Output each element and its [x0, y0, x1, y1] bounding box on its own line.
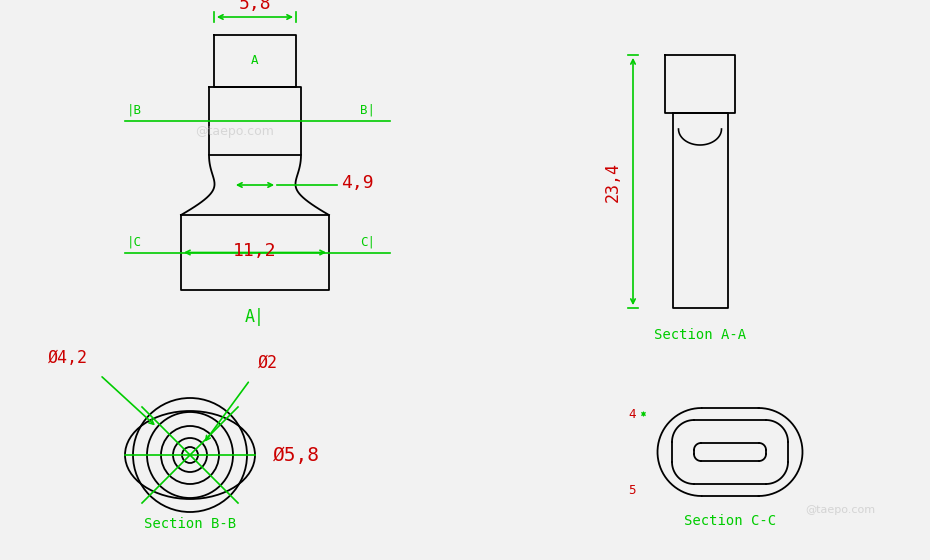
Text: |C: |C: [127, 236, 142, 249]
Text: 23,4: 23,4: [604, 161, 622, 202]
Text: |B: |B: [127, 104, 142, 117]
Text: 5,8: 5,8: [239, 0, 272, 13]
Text: 4,9: 4,9: [341, 174, 374, 192]
Text: Ø4,2: Ø4,2: [48, 349, 88, 367]
Text: Ø2: Ø2: [258, 354, 278, 372]
Text: Ø5,8: Ø5,8: [273, 446, 320, 464]
Text: 11,2: 11,2: [233, 241, 277, 259]
Text: @taepo.com: @taepo.com: [805, 505, 875, 515]
Text: Section C-C: Section C-C: [684, 514, 776, 528]
Text: C|: C|: [360, 236, 375, 249]
Text: 4: 4: [628, 408, 635, 421]
Text: A: A: [251, 54, 259, 68]
Text: Section A-A: Section A-A: [654, 328, 746, 342]
Text: B|: B|: [360, 104, 375, 117]
Text: @taepo.com: @taepo.com: [195, 124, 274, 138]
Text: 5: 5: [628, 483, 635, 497]
Text: Section B-B: Section B-B: [144, 517, 236, 531]
Text: A|: A|: [245, 308, 265, 326]
